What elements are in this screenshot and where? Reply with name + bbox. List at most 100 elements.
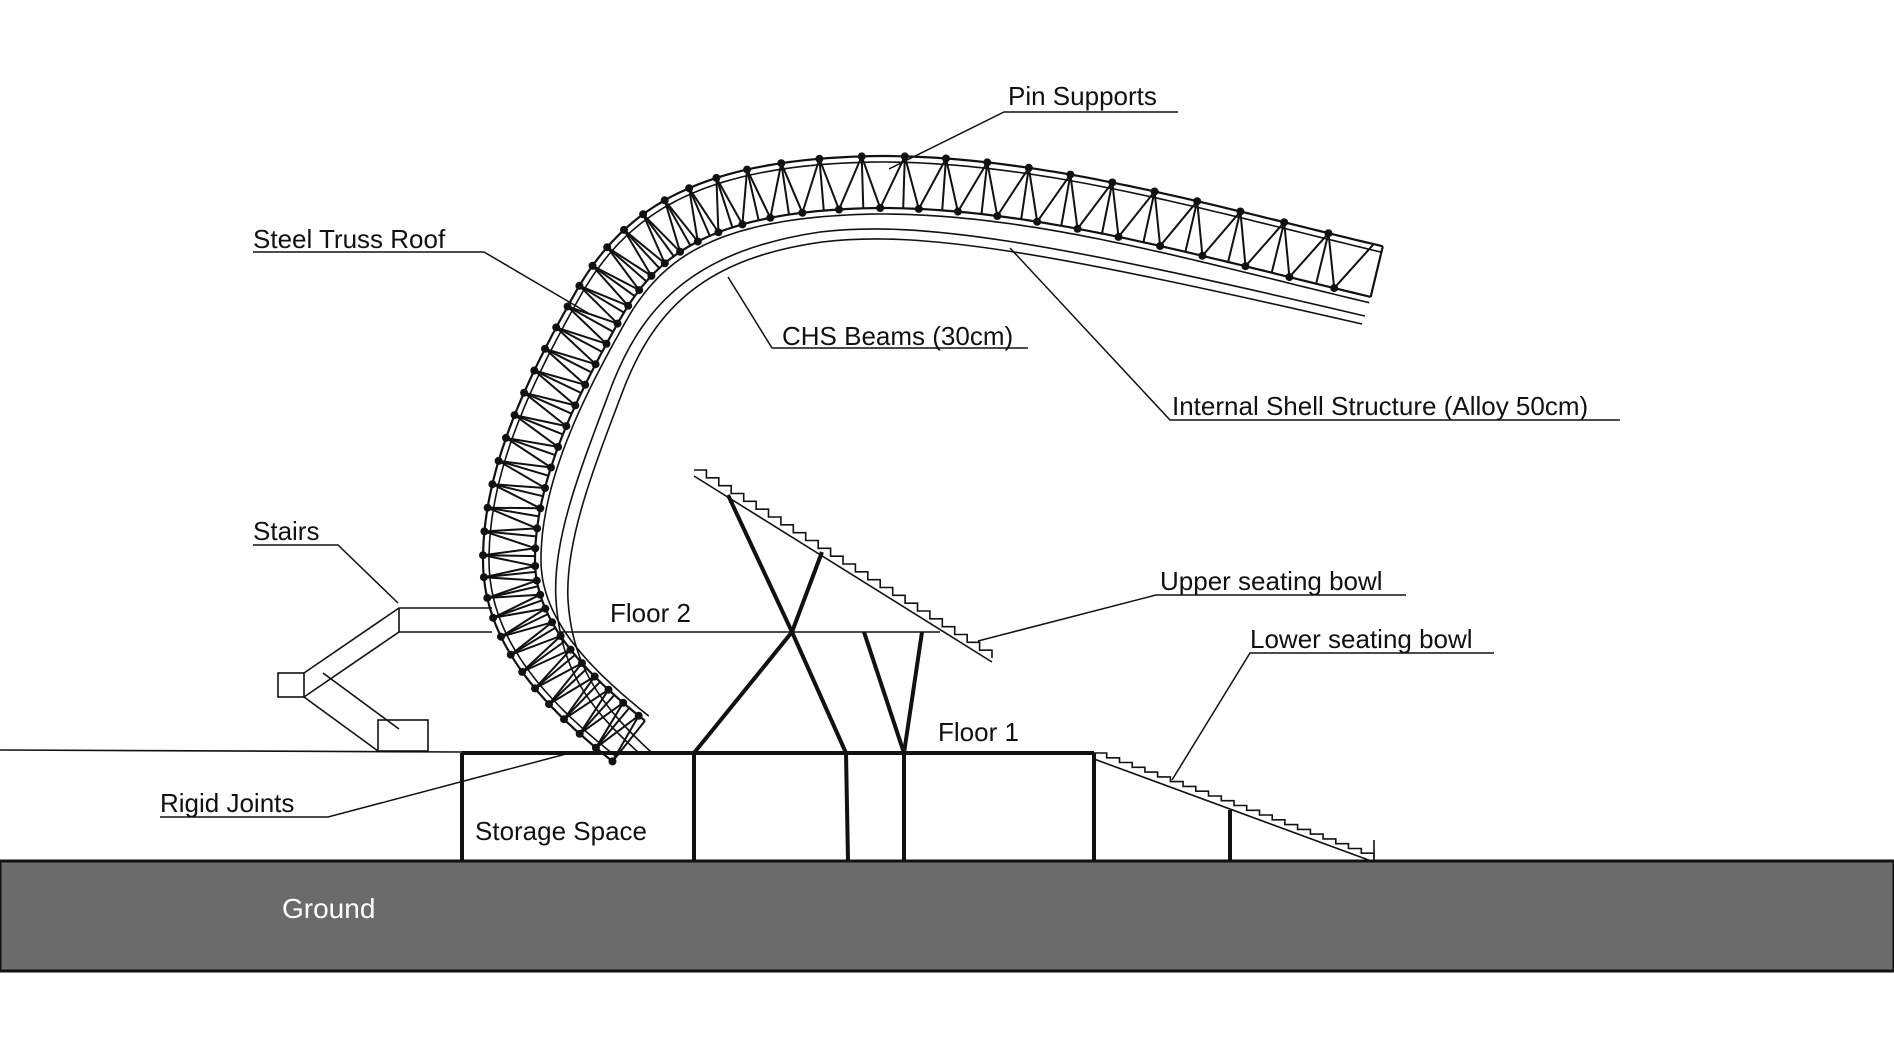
truss-web-member [484,530,536,550]
truss-node [953,207,962,216]
truss-node [575,729,584,738]
truss-web-member [1227,211,1242,263]
truss-node [531,544,540,553]
truss-node [603,243,612,252]
truss-web-member [879,155,906,209]
truss-node [488,480,497,489]
truss-web-member [491,483,541,510]
truss-web-member [487,506,539,518]
truss-web-member [500,607,546,638]
upper-seating-bowl-label: Upper seating bowl [1160,566,1383,596]
leader-lines [160,111,1620,818]
truss-web-member [533,369,582,394]
truss-node [1330,284,1339,293]
stairs [277,607,492,752]
truss-node [1024,163,1033,172]
truss-web-member [996,167,1030,217]
truss-web-member [498,459,552,469]
truss-web-member [592,264,640,291]
truss-web-member [623,229,666,265]
truss-node [1108,178,1117,187]
truss-node [738,220,747,229]
truss-web-member [492,483,546,489]
truss-web-member [715,177,734,228]
truss-node [993,212,1002,220]
truss-web-member [606,246,641,291]
truss-web-member [482,554,536,567]
truss-node [619,698,628,707]
steel-truss-roof [479,152,1384,766]
truss-node [798,208,807,217]
internal-shell-inner [566,238,1363,753]
truss-web-member [510,626,556,656]
truss-web-member [578,285,619,325]
truss-node [541,344,549,353]
truss-web-member [555,326,607,345]
truss-node [520,388,529,397]
truss-node [815,154,824,163]
storage-walls [460,752,1232,862]
truss-web-member [548,667,588,705]
truss-web-member [957,161,989,213]
truss-web-member [500,621,553,638]
ground-label: Ground [282,893,375,924]
truss-web-member [482,554,536,558]
truss-web-member [611,715,640,762]
truss-node [548,618,557,627]
truss-node [518,667,527,676]
truss-node [547,463,555,472]
truss-web-member [1333,243,1375,289]
truss-node [479,573,488,582]
truss-web-member [521,648,572,673]
truss-web-member [642,213,666,264]
truss-web-member [534,662,583,690]
truss-node [531,562,540,570]
truss-node [530,366,539,375]
truss-web-member [514,414,564,436]
upper-bowl-supports [692,494,924,755]
truss-node [566,645,575,654]
truss-web-member [578,284,625,314]
truss-web-member [663,200,682,253]
truss-web-member [1111,182,1120,238]
truss-node [480,527,489,536]
truss-node [536,590,545,599]
truss-node [483,503,492,512]
lower-seating-bowl [1093,752,1375,863]
truss-web-member [980,162,989,215]
truss-web-member [498,460,546,489]
truss-web-member [1244,221,1285,267]
truss-node [541,484,549,492]
truss-web-member [521,635,562,673]
truss-top-chord [481,154,1384,763]
chs-beams-label: CHS Beams (30cm) [782,321,1013,351]
truss-web-member [1060,174,1072,226]
truss-node [575,281,584,290]
truss-web-member [483,570,536,579]
truss-web-member [514,414,559,448]
truss-web-member [534,369,586,386]
truss-web-member [746,169,760,221]
truss-node [1280,218,1289,227]
truss-node [624,301,633,310]
truss-web-member [567,305,618,325]
truss-web-member [484,527,538,533]
stairs-label: Stairs [253,516,319,546]
truss-node [639,210,648,219]
truss-web-member [1153,191,1162,247]
truss-web-member [1069,174,1079,229]
lower-seating-bowl-label: Lower seating bowl [1250,624,1473,654]
truss-node [479,551,487,560]
truss-web-member [505,436,559,448]
truss-node [693,237,702,246]
truss-node [942,154,950,163]
truss-node [532,576,541,585]
truss-web-member [534,648,572,690]
truss-web-member [578,689,610,735]
truss-bottom-chord-outer [540,213,1370,717]
truss-node [766,213,775,222]
truss-node [1285,273,1294,282]
truss-node [506,650,515,659]
truss-web-member [498,459,549,477]
